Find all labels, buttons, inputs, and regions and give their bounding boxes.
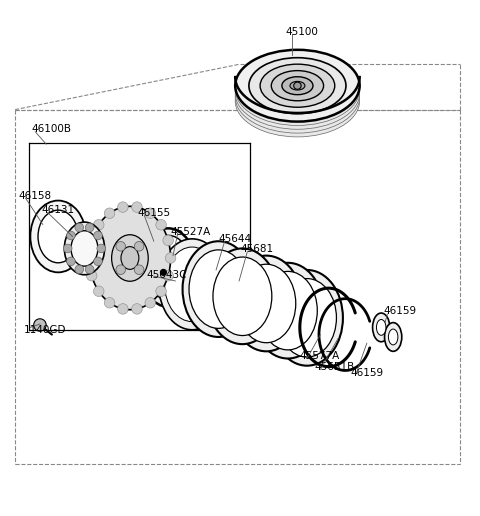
Ellipse shape xyxy=(372,313,390,342)
Ellipse shape xyxy=(71,231,98,266)
Ellipse shape xyxy=(141,228,196,307)
Ellipse shape xyxy=(271,270,343,366)
Ellipse shape xyxy=(213,257,272,335)
Ellipse shape xyxy=(249,58,346,114)
Circle shape xyxy=(94,286,104,297)
Ellipse shape xyxy=(384,322,402,351)
Circle shape xyxy=(85,223,94,232)
Circle shape xyxy=(163,270,173,281)
Circle shape xyxy=(86,270,97,281)
Circle shape xyxy=(156,219,167,230)
Circle shape xyxy=(145,208,156,218)
Circle shape xyxy=(104,298,115,308)
Ellipse shape xyxy=(376,319,386,335)
Circle shape xyxy=(85,265,94,273)
Text: 46100B: 46100B xyxy=(32,124,72,134)
Text: 45644: 45644 xyxy=(218,234,252,244)
Circle shape xyxy=(163,235,173,246)
Ellipse shape xyxy=(189,250,248,328)
Ellipse shape xyxy=(230,255,302,351)
Ellipse shape xyxy=(206,248,278,344)
Ellipse shape xyxy=(235,50,360,122)
Circle shape xyxy=(86,235,97,246)
Circle shape xyxy=(118,202,128,213)
Ellipse shape xyxy=(290,82,305,90)
Ellipse shape xyxy=(112,235,148,281)
Circle shape xyxy=(160,269,166,275)
Ellipse shape xyxy=(260,64,335,107)
Circle shape xyxy=(84,253,95,263)
Ellipse shape xyxy=(235,54,360,125)
Circle shape xyxy=(156,286,167,297)
Text: 45681: 45681 xyxy=(240,245,273,254)
Ellipse shape xyxy=(271,71,324,101)
Text: 45643C: 45643C xyxy=(147,270,187,280)
Circle shape xyxy=(134,265,144,275)
Ellipse shape xyxy=(235,65,360,137)
Circle shape xyxy=(118,303,128,314)
Ellipse shape xyxy=(235,61,360,133)
Ellipse shape xyxy=(277,279,336,357)
Text: 1140GD: 1140GD xyxy=(24,325,66,335)
Circle shape xyxy=(67,231,75,240)
Text: 46155: 46155 xyxy=(137,207,170,218)
Ellipse shape xyxy=(237,264,296,343)
Text: 46159: 46159 xyxy=(350,368,383,378)
Circle shape xyxy=(132,303,142,314)
Ellipse shape xyxy=(30,201,86,272)
Circle shape xyxy=(75,223,84,232)
Circle shape xyxy=(116,265,125,275)
Ellipse shape xyxy=(388,329,398,345)
Circle shape xyxy=(132,202,142,213)
Text: 45527A: 45527A xyxy=(170,227,211,237)
Text: 46159: 46159 xyxy=(384,305,417,316)
Circle shape xyxy=(104,208,115,218)
Ellipse shape xyxy=(182,241,254,337)
Ellipse shape xyxy=(282,77,313,94)
Circle shape xyxy=(134,241,144,251)
Ellipse shape xyxy=(145,235,191,300)
Text: 46158: 46158 xyxy=(19,191,52,201)
Circle shape xyxy=(94,257,102,266)
Ellipse shape xyxy=(258,271,317,350)
Text: 45651B: 45651B xyxy=(314,362,354,372)
Circle shape xyxy=(94,219,104,230)
Ellipse shape xyxy=(252,263,324,359)
Circle shape xyxy=(165,253,176,263)
Ellipse shape xyxy=(235,57,360,129)
Circle shape xyxy=(116,241,125,251)
Text: 46131: 46131 xyxy=(41,205,74,215)
Ellipse shape xyxy=(165,247,220,321)
Circle shape xyxy=(145,298,156,308)
Ellipse shape xyxy=(121,247,139,269)
Circle shape xyxy=(75,265,84,273)
Circle shape xyxy=(63,244,72,253)
Ellipse shape xyxy=(89,206,170,310)
Ellipse shape xyxy=(38,210,78,263)
Circle shape xyxy=(94,231,102,240)
Ellipse shape xyxy=(64,222,105,275)
Circle shape xyxy=(34,319,46,331)
Circle shape xyxy=(97,244,106,253)
Ellipse shape xyxy=(294,82,301,89)
Text: 45100: 45100 xyxy=(286,27,318,37)
Circle shape xyxy=(67,257,75,266)
Text: 45577A: 45577A xyxy=(300,351,340,361)
Ellipse shape xyxy=(158,239,226,330)
